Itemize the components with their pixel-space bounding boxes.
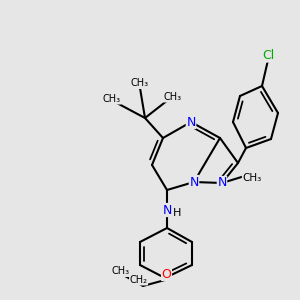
Text: CH₃: CH₃ xyxy=(164,92,181,102)
Text: CH₃: CH₃ xyxy=(103,94,121,104)
Text: H: H xyxy=(173,208,182,218)
Text: CH₃: CH₃ xyxy=(111,266,130,277)
Text: CH₂: CH₂ xyxy=(130,275,148,285)
Text: Cl: Cl xyxy=(262,49,274,62)
Text: CH₃: CH₃ xyxy=(242,173,262,183)
Text: N: N xyxy=(162,203,172,217)
Text: CH₃: CH₃ xyxy=(131,79,149,88)
Text: N: N xyxy=(189,176,199,188)
Text: N: N xyxy=(186,116,196,128)
Text: N: N xyxy=(217,176,227,190)
Text: O: O xyxy=(162,268,171,281)
